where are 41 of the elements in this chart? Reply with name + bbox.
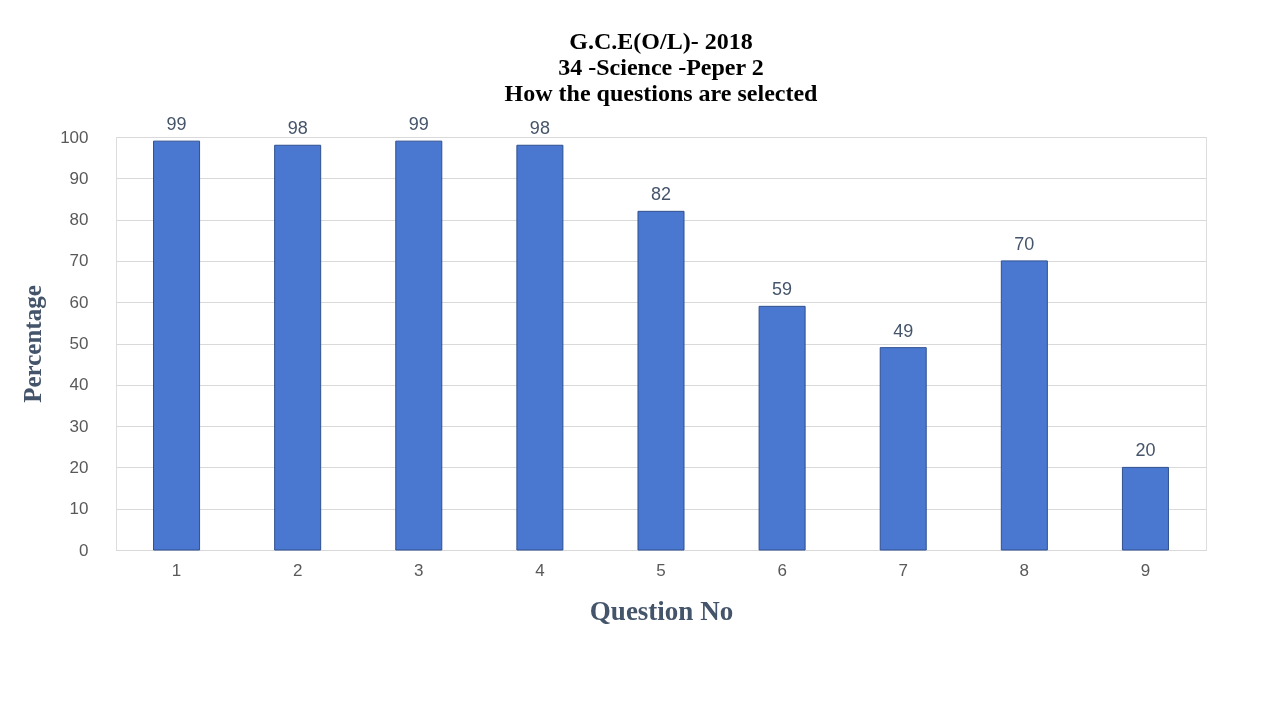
x-tick-label: 1 — [171, 560, 182, 580]
bar — [153, 140, 201, 551]
x-tick-label: 3 — [414, 560, 424, 580]
y-tick-label: 30 — [69, 416, 89, 436]
x-tick-label: 5 — [656, 560, 666, 580]
x-tick-label: 8 — [1019, 560, 1030, 580]
data-label: 70 — [1014, 233, 1035, 254]
data-label: 49 — [893, 320, 914, 341]
y-tick-label: 100 — [60, 127, 89, 147]
data-label: 99 — [408, 114, 429, 135]
y-tick-label: 60 — [69, 292, 89, 312]
data-label: 98 — [287, 118, 308, 139]
bar — [516, 144, 564, 551]
chart-title: G.C.E(O/L)- 2018 34 -Science -Peper 2 How the questions are selected — [504, 28, 819, 107]
x-tick-label: 6 — [777, 560, 787, 580]
bar — [395, 140, 443, 551]
y-tick-label: 70 — [69, 251, 89, 271]
x-tick-label: 9 — [1140, 560, 1151, 580]
x-tick-label: 2 — [292, 560, 303, 580]
data-label: 99 — [166, 114, 187, 135]
bar — [1000, 260, 1048, 551]
x-axis-title: Question No — [589, 595, 734, 626]
y-tick-label: 20 — [69, 457, 89, 477]
y-tick-label: 50 — [69, 334, 89, 353]
data-label: 98 — [529, 118, 550, 139]
y-tick-label: 0 — [79, 540, 89, 560]
y-tick-label: 80 — [69, 210, 89, 230]
y-tick-label: 10 — [69, 499, 89, 519]
x-tick-label: 4 — [535, 560, 545, 580]
y-axis-title: Percentage — [19, 285, 47, 403]
data-label: 82 — [650, 184, 672, 205]
bar — [274, 144, 322, 551]
data-label: 59 — [772, 279, 793, 300]
bar — [758, 305, 806, 551]
bar — [1121, 466, 1169, 551]
y-tick-label: 90 — [69, 168, 89, 188]
y-tick-label: 40 — [69, 375, 89, 395]
bar — [879, 347, 927, 551]
bar — [637, 210, 685, 551]
data-label: 20 — [1135, 440, 1156, 461]
x-tick-label: 7 — [898, 560, 908, 580]
